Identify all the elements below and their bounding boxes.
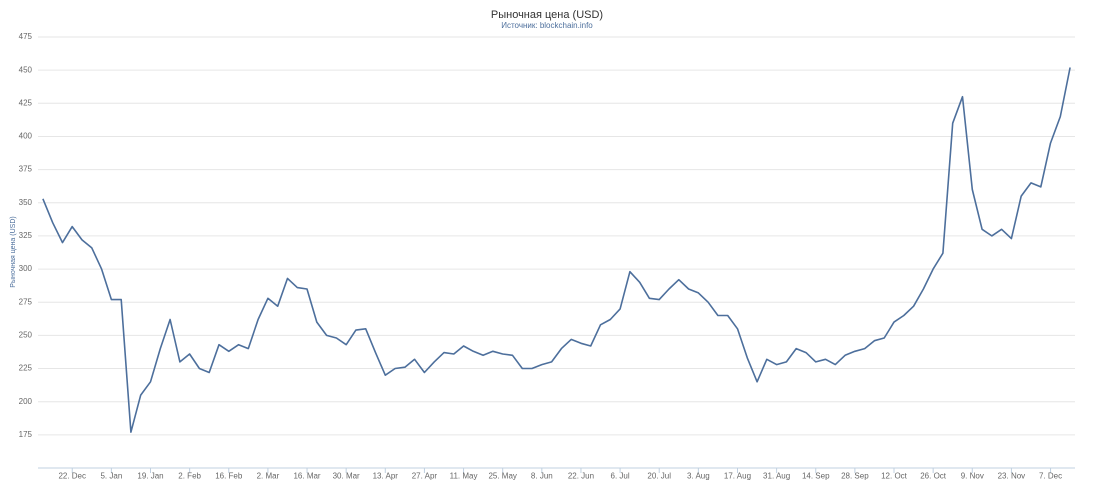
x-tick-label: 23. Nov (998, 472, 1026, 481)
x-tick-label: 6. Jul (611, 472, 630, 481)
x-tick-label: 20. Jul (647, 472, 671, 481)
y-tick-label: 275 (19, 297, 33, 306)
y-tick-label: 200 (19, 397, 33, 406)
x-tick-label: 25. May (488, 472, 516, 481)
x-tick-label: 14. Sep (802, 472, 830, 481)
y-tick-label: 225 (19, 364, 33, 373)
x-tick-label: 3. Aug (687, 472, 710, 481)
y-tick-label: 375 (19, 165, 33, 174)
price-line (42, 67, 1071, 433)
y-tick-label: 350 (19, 198, 33, 207)
y-tick-label: 425 (19, 98, 33, 107)
x-tick-label: 17. Aug (724, 472, 751, 481)
x-tick-label: 26. Oct (920, 472, 947, 481)
x-tick-label: 5. Jan (100, 472, 122, 481)
x-tick-label: 2. Mar (257, 472, 280, 481)
chart-title: Рыночная цена (USD) (491, 9, 603, 21)
x-tick-label: 19. Jan (137, 472, 163, 481)
x-tick-label: 11. May (450, 472, 478, 481)
x-tick-label: 16. Feb (215, 472, 243, 481)
y-tick-label: 300 (19, 264, 33, 273)
x-tick-label: 16. Mar (293, 472, 320, 481)
y-axis-label: Рыночная цена (USD) (10, 216, 17, 287)
chart-subtitle: Источник: blockchain.info (501, 21, 593, 30)
y-tick-label: 250 (19, 330, 33, 339)
y-tick-label: 175 (19, 430, 33, 439)
x-tick-label: 2. Feb (178, 472, 201, 481)
x-tick-label: 31. Aug (763, 472, 790, 481)
x-tick-label: 9. Nov (961, 472, 984, 481)
x-tick-label: 28. Sep (841, 472, 869, 481)
x-tick-label: 13. Apr (373, 472, 399, 481)
x-tick-label: 30. Mar (333, 472, 360, 481)
y-tick-label: 325 (19, 231, 33, 240)
x-tick-label: 7. Dec (1039, 472, 1062, 481)
x-tick-label: 8. Jun (531, 472, 553, 481)
y-tick-label: 400 (19, 132, 33, 141)
x-tick-label: 27. Apr (412, 472, 438, 481)
x-tick-label: 12. Oct (881, 472, 908, 481)
x-tick-label: 22. Jun (568, 472, 594, 481)
y-tick-label: 450 (19, 65, 33, 74)
x-tick-label: 22. Dec (58, 472, 86, 481)
y-tick-label: 475 (19, 32, 33, 41)
